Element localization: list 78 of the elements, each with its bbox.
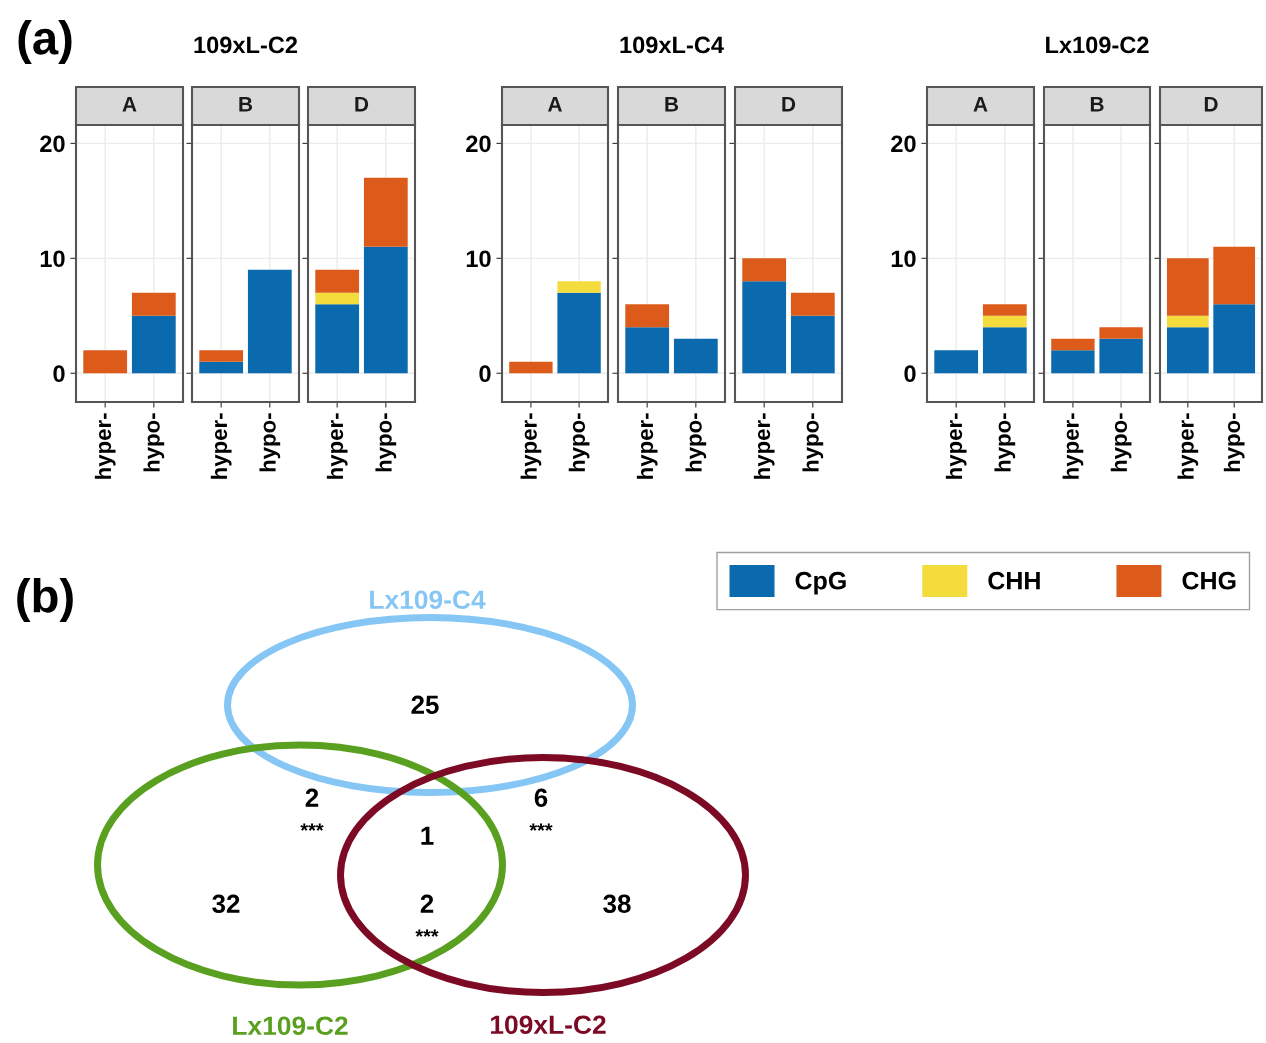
chart-title: A <box>547 97 562 112</box>
bar <box>790 292 835 316</box>
x-tick-label: hypo- <box>994 413 1016 472</box>
bar <box>982 304 1027 316</box>
bar <box>1213 246 1256 305</box>
legend-label: CpG <box>795 571 846 595</box>
text: (a) <box>18 19 72 65</box>
bar <box>934 350 979 374</box>
bar <box>1213 304 1256 374</box>
x-tick-label: hypo- <box>802 413 824 472</box>
bar <box>363 246 408 374</box>
text: 2 <box>420 894 434 913</box>
y-tick-label: 10 <box>891 250 916 268</box>
x-tick-label: hypo- <box>259 413 281 472</box>
bar <box>742 281 787 374</box>
bar <box>315 292 360 305</box>
y-tick-label: 20 <box>466 135 491 153</box>
x-tick-label: hyper- <box>1177 413 1199 479</box>
x-tick-label: hyper- <box>636 413 658 479</box>
y-tick-label: 10 <box>40 250 65 268</box>
y-tick-label: 0 <box>479 365 491 383</box>
bar <box>1166 315 1209 328</box>
x-tick-label: hypo- <box>1110 413 1132 472</box>
bar <box>982 327 1027 374</box>
text: (b) <box>17 577 73 623</box>
x-tick-label: hyper- <box>94 413 116 479</box>
chart-subtitle: 109xL-C2 <box>194 36 298 54</box>
text: 6 <box>534 788 548 807</box>
text: 2 <box>305 788 319 807</box>
chart-title: B <box>239 97 253 112</box>
legend-label: CHH <box>988 571 1040 590</box>
text: 1 <box>421 826 434 845</box>
legend-label: CHG <box>1182 571 1236 590</box>
bar <box>982 315 1027 328</box>
bar <box>315 304 360 374</box>
x-tick-label: hyper- <box>326 413 348 479</box>
bar <box>790 315 835 374</box>
text: 38 <box>603 894 631 914</box>
y-tick-label: 0 <box>53 365 65 383</box>
chart-title: D <box>355 97 369 112</box>
x-tick-label: hyper- <box>210 413 232 479</box>
chart-title: B <box>665 97 679 112</box>
x-tick-label: hypo- <box>568 413 590 472</box>
chart-subtitle: Lx109-C2 <box>1046 36 1149 54</box>
text: *** <box>529 823 553 831</box>
bar <box>131 292 176 316</box>
y-tick-label: 0 <box>904 365 916 383</box>
x-tick-label: hyper- <box>520 413 542 479</box>
bar <box>1166 258 1209 316</box>
bar <box>1166 327 1209 374</box>
legend-label: 109xL-C2 <box>490 1015 606 1035</box>
bar <box>131 315 176 374</box>
x-tick-label: hypo- <box>685 413 707 472</box>
chart-title: A <box>122 97 137 112</box>
legend-label: Lx109-C4 <box>370 590 486 610</box>
x-tick-label: hypo- <box>375 413 397 472</box>
bar <box>742 258 787 282</box>
x-tick-label: hypo- <box>143 413 165 472</box>
y-tick-label: 10 <box>466 250 491 268</box>
bar <box>83 350 128 374</box>
text: 32 <box>212 894 240 914</box>
chart-title: D <box>1204 97 1218 112</box>
bar <box>315 269 360 293</box>
x-tick-label: hyper- <box>945 413 967 479</box>
bar <box>363 177 408 247</box>
y-tick-label: 20 <box>891 135 916 153</box>
x-tick-label: hyper- <box>753 413 775 479</box>
text: *** <box>300 823 324 831</box>
x-tick-label: hypo- <box>1223 413 1245 472</box>
legend-label: Lx109-C2 <box>233 1016 348 1036</box>
y-tick-label: 20 <box>40 135 65 153</box>
chart-subtitle: 109xL-C4 <box>620 36 724 54</box>
chart-title: D <box>782 97 796 112</box>
text: *** <box>415 929 439 937</box>
x-tick-label: hyper- <box>1062 413 1084 479</box>
text: 25 <box>411 695 439 714</box>
chart-title: B <box>1090 97 1104 112</box>
chart-title: A <box>973 97 988 112</box>
